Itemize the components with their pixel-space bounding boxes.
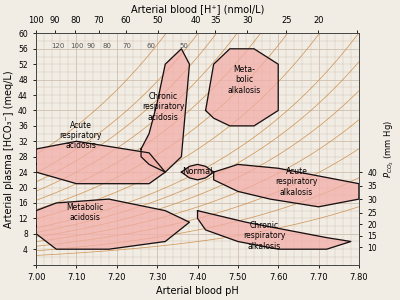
Text: Acute
respiratory
acidosis: Acute respiratory acidosis xyxy=(59,121,102,150)
Text: Chronic
respiratory
alkalosis: Chronic respiratory alkalosis xyxy=(243,221,285,250)
Polygon shape xyxy=(206,49,278,126)
Polygon shape xyxy=(198,211,351,249)
Text: Normal: Normal xyxy=(182,167,213,176)
Text: 60: 60 xyxy=(147,43,156,49)
Polygon shape xyxy=(141,49,190,172)
Text: 120: 120 xyxy=(52,43,65,49)
Polygon shape xyxy=(214,164,359,207)
Text: 100: 100 xyxy=(70,43,83,49)
Text: Metabolic
acidosis: Metabolic acidosis xyxy=(66,203,103,222)
Text: 80: 80 xyxy=(102,43,111,49)
Y-axis label: $P_{CO_2}$ (mm Hg): $P_{CO_2}$ (mm Hg) xyxy=(382,120,396,178)
X-axis label: Arterial blood pH: Arterial blood pH xyxy=(156,286,239,296)
Text: 50: 50 xyxy=(179,43,188,49)
Text: 70: 70 xyxy=(122,43,132,49)
Y-axis label: Arterial plasma [HCO₃⁻] (meq/L): Arterial plasma [HCO₃⁻] (meq/L) xyxy=(4,70,14,228)
Text: 90: 90 xyxy=(86,43,95,49)
X-axis label: Arterial blood [H⁺] (nmol/L): Arterial blood [H⁺] (nmol/L) xyxy=(131,4,264,14)
Polygon shape xyxy=(36,199,190,249)
Text: Chronic
respiratory
acidosis: Chronic respiratory acidosis xyxy=(142,92,184,122)
Text: Acute
respiratory
alkalosis: Acute respiratory alkalosis xyxy=(275,167,318,197)
Polygon shape xyxy=(181,164,214,180)
Text: Meta-
bolic
alkalosis: Meta- bolic alkalosis xyxy=(227,65,260,94)
Polygon shape xyxy=(36,141,165,184)
